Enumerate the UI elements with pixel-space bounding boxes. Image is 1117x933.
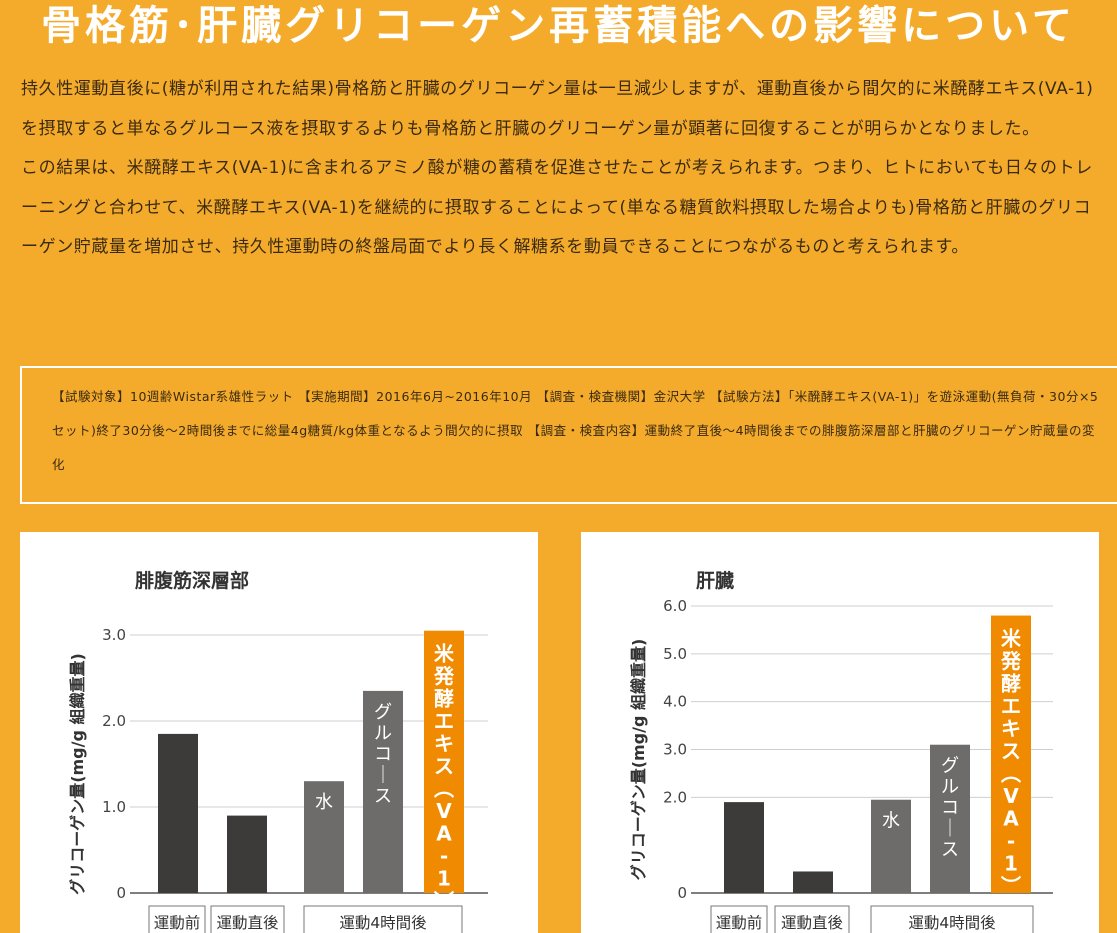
description-paragraph-1: 持久性運動直後に(糖が利用された結果)骨格筋と肝臓のグリコーゲン量は一旦減少しま… bbox=[21, 79, 1094, 139]
bar bbox=[871, 799, 911, 893]
bar bbox=[363, 690, 403, 893]
chart-panel-liver: 肝臓グリコーゲン量(mg/g 組織重量) 0 2.0 3.0 4.0 5.0 6.0 水 グルコ… bbox=[581, 532, 1099, 933]
x-group-label: 運動直後 bbox=[781, 914, 844, 932]
bar bbox=[424, 630, 464, 893]
bar bbox=[724, 802, 764, 893]
y-axis-label: グリコーゲン量(mg/g 組織重量) bbox=[629, 639, 648, 881]
y-tick-label: 3.0 bbox=[102, 626, 126, 644]
bar-label: 水 bbox=[882, 811, 900, 832]
x-group-box bbox=[710, 905, 768, 933]
bar bbox=[158, 733, 198, 893]
bar-label: グルコ｜ス bbox=[941, 756, 959, 861]
chart-panel-gastrocnemius: 腓腹筋深層部グリコーゲン量(mg/g 組織重量) 0 1.0 2.0 3.0 水 グルコ｜ス… bbox=[20, 532, 538, 933]
y-tick-label: 2.0 bbox=[102, 712, 126, 730]
x-group-box bbox=[774, 905, 850, 933]
page-title: 骨格筋･肝臓グリコーゲン再蓄積能への影響について bbox=[41, 3, 1076, 49]
bar-label: 米発酵エキス︵ V A -1 ︶ bbox=[1000, 627, 1022, 899]
x-group-label: 運動4時間後 bbox=[908, 914, 996, 932]
bar-label: 水 bbox=[315, 792, 333, 813]
y-tick-label: 4.0 bbox=[663, 693, 687, 711]
x-group-label: 運動前 bbox=[154, 914, 201, 932]
x-group-box bbox=[210, 905, 285, 933]
x-group-box bbox=[148, 905, 206, 933]
y-tick-label: 1.0 bbox=[102, 798, 126, 816]
bar-label: グルコ｜ス bbox=[374, 702, 392, 807]
study-info-box: 【試験対象】10週齢Wistar系雄性ラット 【実施期間】2016年6月~201… bbox=[20, 366, 1117, 504]
y-tick-label: 2.0 bbox=[663, 788, 687, 806]
y-tick-label: 3.0 bbox=[663, 741, 687, 759]
bar bbox=[227, 815, 267, 893]
bar bbox=[930, 744, 970, 893]
y-tick-label: 6.0 bbox=[663, 597, 687, 615]
bar-label: 米発酵エキス︵ V A -1 ︶ bbox=[433, 642, 455, 914]
x-group-label: 運動直後 bbox=[216, 914, 279, 932]
x-group-label: 運動前 bbox=[716, 914, 763, 932]
y-tick-label: 0 bbox=[116, 884, 126, 902]
y-tick-label: 0 bbox=[677, 884, 687, 902]
x-group-label: 運動4時間後 bbox=[339, 914, 427, 932]
bar bbox=[304, 781, 344, 893]
description-paragraph-2: この結果は、米醗酵エキス(VA-1)に含まれるアミノ酸が糖の蓄積を促進させたこと… bbox=[21, 158, 1093, 257]
x-group-box bbox=[870, 905, 1034, 933]
x-group-box bbox=[303, 905, 463, 933]
bar bbox=[793, 871, 833, 893]
description: 持久性運動直後に(糖が利用された結果)骨格筋と肝臓のグリコーゲン量は一旦減少しま… bbox=[21, 70, 1101, 268]
chart-title: 腓腹筋深層部 bbox=[135, 569, 249, 592]
bar bbox=[991, 615, 1031, 893]
chart-title: 肝臓 bbox=[696, 570, 734, 592]
y-axis-label: グリコーゲン量(mg/g 組織重量) bbox=[68, 653, 87, 895]
y-tick-label: 5.0 bbox=[663, 645, 687, 663]
